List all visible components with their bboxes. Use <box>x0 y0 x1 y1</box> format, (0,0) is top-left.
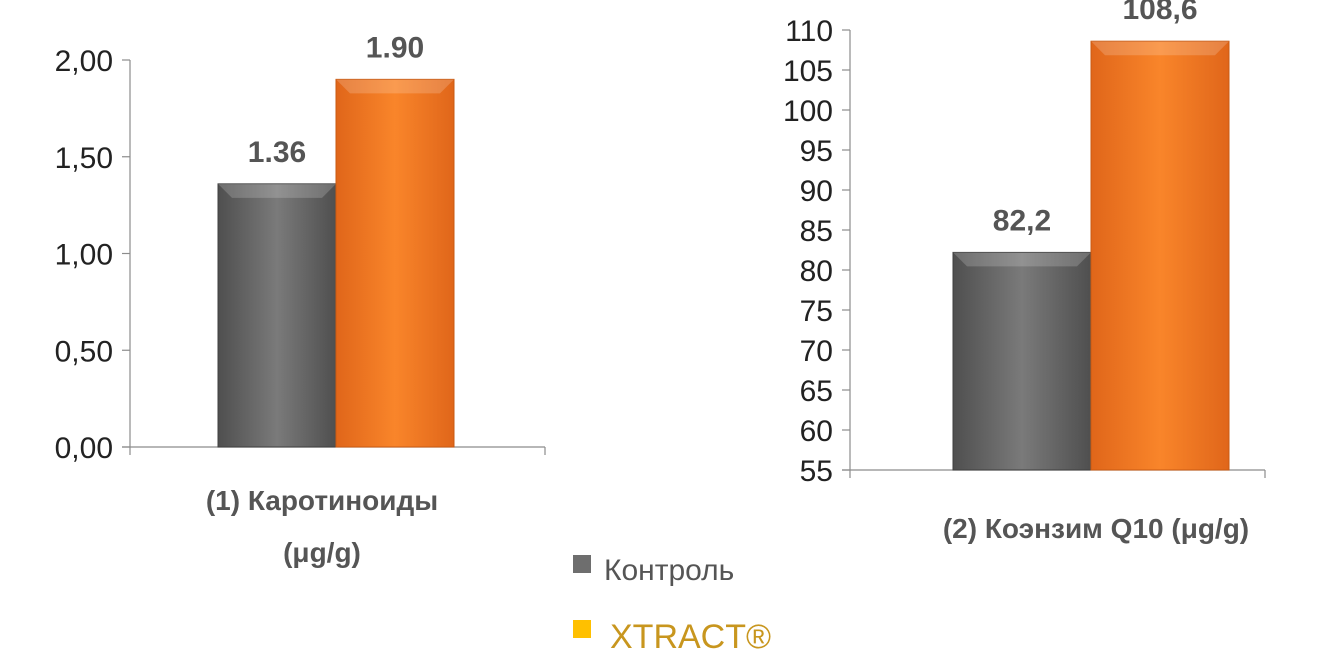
carotenoids-category-label: (1) Каротиноиды <box>206 485 438 516</box>
q10-y-tick-label: 85 <box>800 215 833 248</box>
carotenoids-category-label: (μg/g) <box>283 537 361 568</box>
q10-y-tick-label: 70 <box>800 335 833 368</box>
q10-y-tick-label: 55 <box>800 455 833 488</box>
q10-y-tick-label: 105 <box>783 55 833 88</box>
carotenoids-bar-xtract <box>335 78 455 448</box>
q10-bar-bevel <box>953 252 1091 267</box>
q10-data-label-xtract: 108,6 <box>1122 0 1197 26</box>
legend: Контроль XTRACT® <box>573 554 771 654</box>
q10-y-tick-label: 75 <box>800 295 833 328</box>
carotenoids-y-tick-label: 1,00 <box>55 239 113 272</box>
carotenoids-y-tick-label: 0,50 <box>55 335 113 368</box>
legend-control-label: Контроль <box>604 554 734 587</box>
q10-y-tick-label: 90 <box>800 175 833 208</box>
carotenoids-data-label-control: 1.36 <box>248 136 306 169</box>
carotenoids-y-tick-label: 2,00 <box>55 45 113 78</box>
carotenoids-bar-control <box>217 183 337 448</box>
q10-y-tick-label: 100 <box>783 95 833 128</box>
q10-y-tick-label: 80 <box>800 255 833 288</box>
q10-bar-control <box>952 251 1092 471</box>
legend-xtract-label: XTRACT® <box>610 618 771 654</box>
q10-y-tick-label: 110 <box>785 15 833 48</box>
carotenoids-bar-bevel <box>336 79 454 94</box>
legend-control-swatch <box>573 555 591 573</box>
carotenoids-y-tick-label: 1,50 <box>55 142 113 175</box>
q10-y-tick-label: 65 <box>800 375 833 408</box>
coenzyme-q10-chart: 55 60 65 70 75 80 85 90 95 100 105 110 82,2 108,6 (2) … <box>783 0 1266 544</box>
q10-bar-bevel <box>1091 41 1229 56</box>
carotenoids-y-tick-label: 0,00 <box>55 432 113 465</box>
q10-data-label-control: 82,2 <box>993 204 1051 237</box>
q10-category-label: (2) Коэнзим Q10 (μg/g) <box>943 513 1249 544</box>
legend-xtract-swatch <box>573 620 591 638</box>
carotenoids-data-label-xtract: 1.90 <box>366 31 424 64</box>
carotenoids-bar-bevel <box>218 183 336 198</box>
q10-y-tick-label: 95 <box>800 135 833 168</box>
q10-bar-xtract <box>1090 40 1230 471</box>
q10-y-tick-label: 60 <box>800 415 833 448</box>
carotenoids-chart: 0,00 0,50 1,00 1,50 2,00 1.36 1.90 (1) Каротино… <box>55 31 546 568</box>
